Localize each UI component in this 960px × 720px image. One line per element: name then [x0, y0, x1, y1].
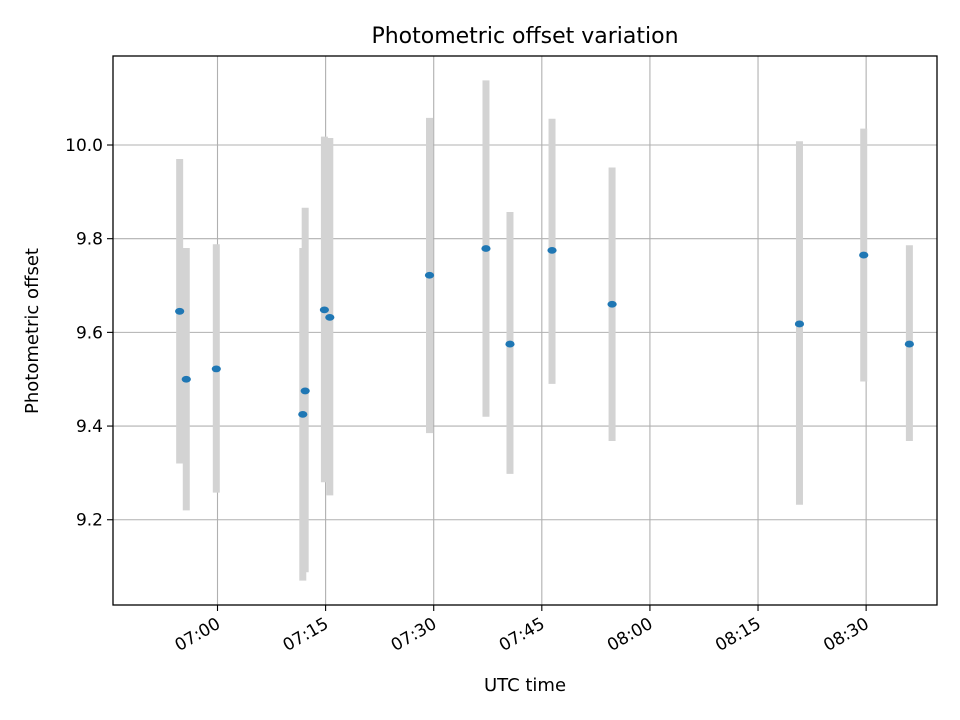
data-point — [859, 251, 869, 259]
data-point — [505, 340, 515, 348]
data-point — [904, 340, 914, 348]
y-axis-ticks: 9.2 9.4 9.6 9.8 10.0 — [65, 136, 113, 531]
data-points — [175, 245, 914, 418]
data-point — [547, 246, 557, 254]
data-point — [300, 387, 310, 395]
data-point — [607, 300, 617, 308]
data-point — [181, 375, 191, 383]
y-tick-label: 9.4 — [76, 417, 103, 437]
data-point — [298, 410, 308, 418]
data-point — [424, 271, 435, 279]
data-point — [481, 245, 491, 252]
data-point — [175, 307, 185, 315]
x-axis-label: UTC time — [484, 675, 566, 696]
y-tick-label: 10.0 — [65, 136, 103, 156]
data-point — [325, 313, 335, 321]
y-tick-label: 9.2 — [76, 511, 103, 531]
y-tick-label: 9.6 — [76, 323, 103, 343]
y-tick-label: 9.8 — [76, 230, 103, 250]
chart-title: Photometric offset variation — [371, 24, 678, 49]
data-point — [319, 306, 330, 314]
data-point — [794, 320, 805, 328]
plot-frame — [112, 55, 938, 606]
data-point — [211, 365, 221, 373]
y-axis-label: Photometric offset — [22, 248, 43, 414]
